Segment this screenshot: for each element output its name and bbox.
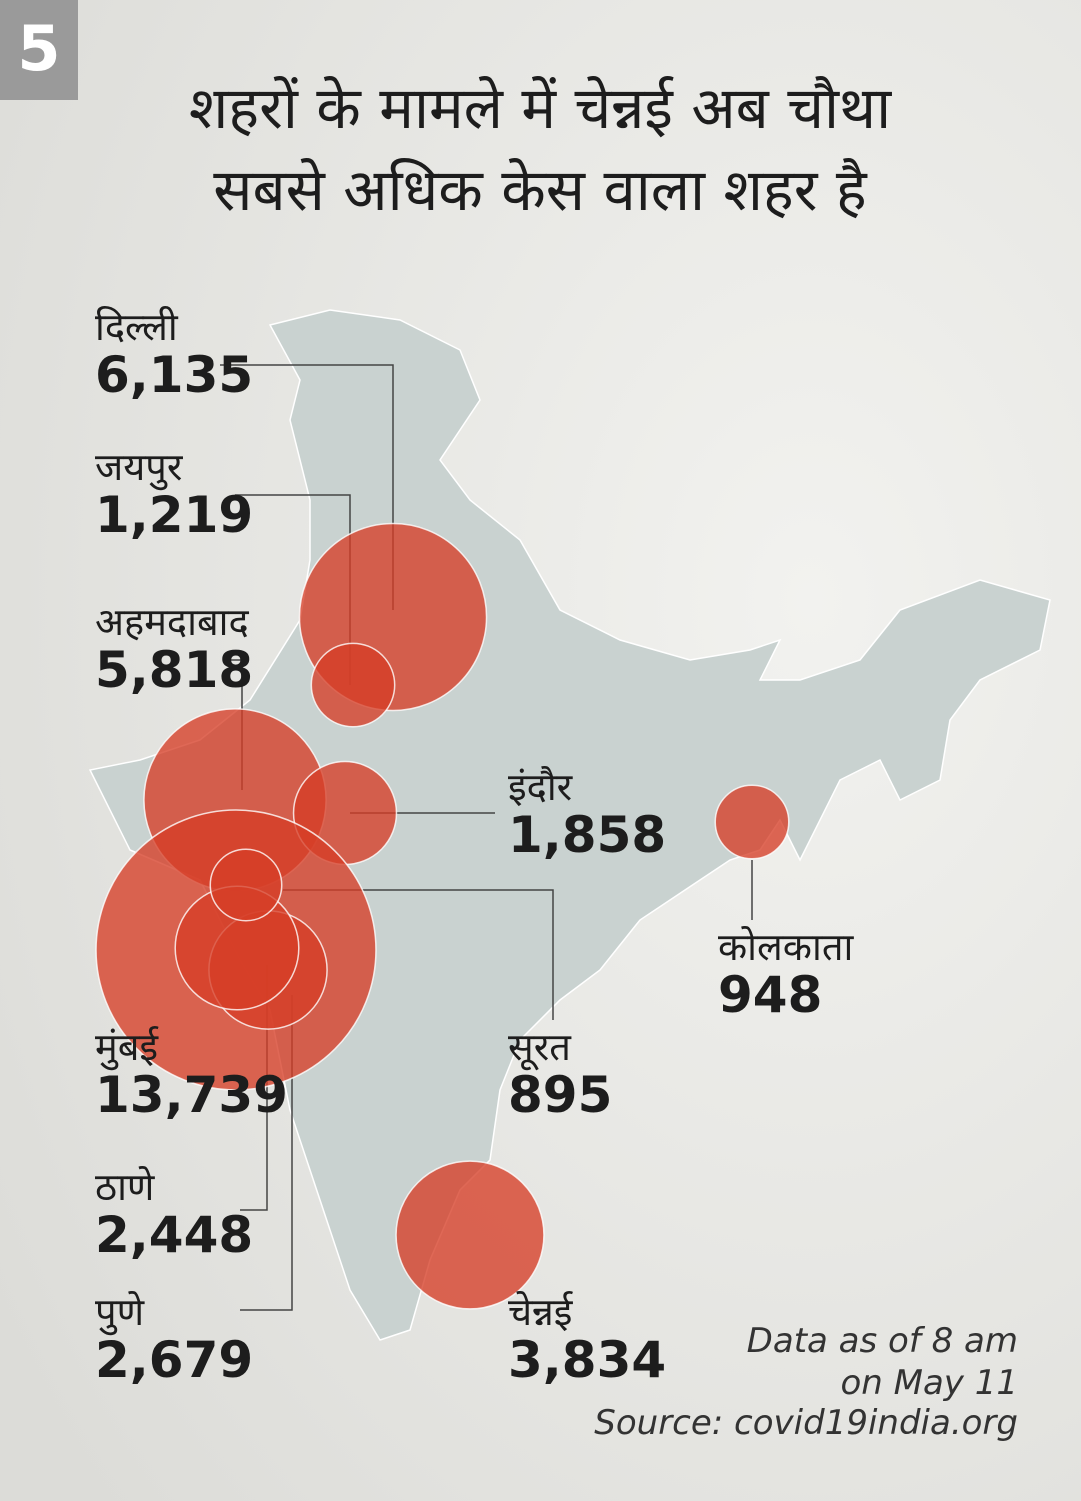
city-name: मुंबई: [95, 1025, 159, 1071]
city-name: जयपुर: [95, 445, 184, 491]
case-bubble: [395, 1160, 545, 1310]
city-name: अहमदाबाद: [95, 600, 249, 644]
city-name: पुणे: [95, 1290, 145, 1336]
case-count: 6,135: [95, 346, 253, 404]
case-bubble: [209, 848, 283, 922]
city-labels: दिल्ली6,135जयपुर1,219अहमदाबाद5,818इंदौर1…: [95, 305, 854, 1389]
bubbles: [95, 522, 790, 1310]
title-line: शहरों के मामले में चेन्नई अब चौथा: [189, 74, 892, 142]
case-count: 5,818: [95, 641, 253, 699]
title-line: सबसे अधिक केस वाला शहर है: [213, 156, 868, 224]
city-name: चेन्नई: [508, 1290, 574, 1334]
leader-line: [240, 995, 293, 1311]
case-count: 948: [718, 966, 822, 1024]
badge-number: 5: [17, 12, 60, 85]
leader-line: [283, 889, 554, 1020]
case-count: 1,219: [95, 486, 253, 544]
case-count: 895: [508, 1066, 612, 1124]
case-count: 13,739: [95, 1066, 288, 1124]
case-count: 3,834: [508, 1331, 666, 1389]
case-count: 2,679: [95, 1331, 253, 1389]
case-bubble: [714, 784, 790, 860]
case-count: 2,448: [95, 1206, 253, 1264]
note-line: Source: covid19india.org: [594, 1403, 1018, 1443]
city-name: दिल्ली: [95, 305, 179, 349]
city-name: कोलकाता: [718, 925, 854, 969]
case-bubble: [310, 642, 396, 728]
note-line: Data as of 8 am: [747, 1321, 1018, 1361]
note-line: on May 11: [840, 1363, 1018, 1403]
case-count: 1,858: [508, 806, 666, 864]
city-name: इंदौर: [508, 765, 574, 809]
badge-box: [0, 0, 78, 100]
city-name: ठाणे: [95, 1165, 155, 1209]
city-name: सूरत: [508, 1025, 572, 1071]
